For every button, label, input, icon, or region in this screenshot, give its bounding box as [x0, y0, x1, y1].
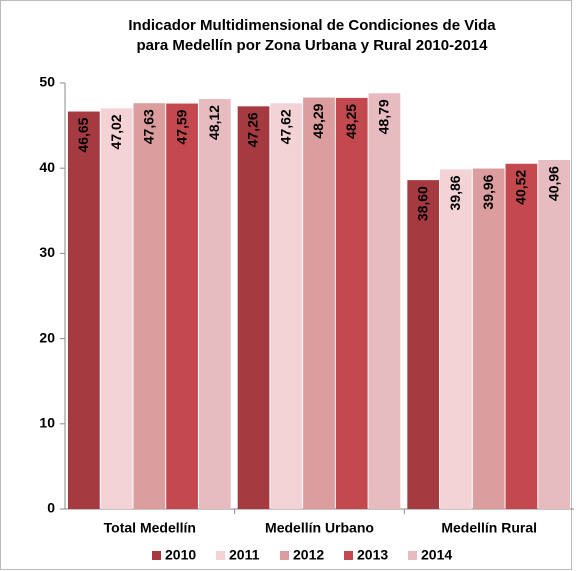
bar: [505, 163, 538, 509]
x-tick-label: Medellín Urbano: [265, 520, 374, 536]
data-label: 38,60: [414, 186, 430, 221]
bar: [472, 168, 505, 509]
bar: [368, 93, 401, 509]
bar: [68, 111, 100, 510]
legend-label: 2012: [293, 547, 324, 563]
data-label: 47,63: [141, 109, 157, 144]
data-label: 46,65: [75, 117, 91, 152]
x-tick-label: Total Medellín: [104, 520, 196, 536]
data-label: 48,29: [310, 103, 326, 138]
bar: [133, 103, 166, 510]
data-label: 48,12: [206, 105, 222, 140]
y-tick-label: 50: [39, 74, 55, 90]
bar: [100, 108, 133, 510]
data-label: 48,25: [343, 104, 359, 139]
y-tick-label: 20: [39, 329, 55, 345]
bar: [303, 97, 335, 509]
legend-swatch: [280, 551, 289, 560]
data-label: 39,96: [480, 174, 496, 209]
legend-label: 2011: [229, 547, 260, 563]
legend-swatch: [408, 551, 417, 560]
bar: [198, 99, 231, 509]
data-label: 39,86: [447, 175, 463, 210]
bar: [440, 169, 472, 509]
data-label: 48,79: [376, 99, 392, 134]
x-tick-label: Medellín Rural: [441, 520, 537, 536]
legend-label: 2010: [165, 547, 196, 563]
data-label: 47,59: [173, 109, 189, 144]
bar: [270, 103, 303, 510]
data-label: 40,52: [513, 170, 529, 205]
data-label: 47,02: [108, 114, 124, 149]
bar: [407, 180, 440, 510]
legend-label: 2013: [357, 547, 388, 563]
data-label: 47,26: [245, 112, 261, 147]
legend-label: 2014: [421, 547, 452, 563]
legend-swatch: [152, 551, 161, 560]
legend-swatch: [344, 551, 353, 560]
y-tick-label: 0: [47, 500, 55, 516]
bar: [237, 106, 270, 510]
y-tick-label: 40: [39, 159, 55, 175]
bar: [335, 97, 368, 509]
y-tick-label: 10: [39, 415, 55, 431]
chart-title: para Medellín por Zona Urbana y Rural 20…: [137, 37, 489, 54]
chart-title: Indicador Multidimensional de Condicione…: [128, 17, 496, 34]
data-label: 40,96: [545, 166, 561, 201]
bar: [166, 103, 198, 509]
legend-swatch: [216, 551, 225, 560]
y-tick-label: 30: [39, 244, 55, 260]
bar: [538, 160, 570, 509]
data-label: 47,62: [277, 109, 293, 144]
